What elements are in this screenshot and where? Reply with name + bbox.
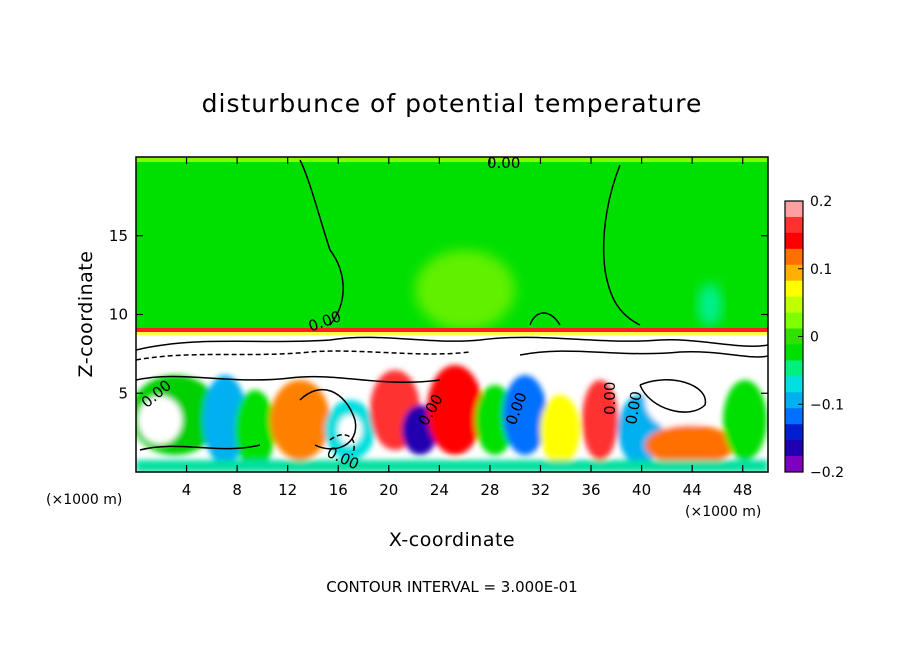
colorbar-tick-label: −0.1 (810, 397, 844, 413)
x-tick-label: 40 (632, 481, 651, 499)
x-tick-label: 8 (232, 481, 242, 499)
colorbar: 0.2 0.1 0 −0.1 −0.2 (784, 194, 844, 481)
x-tick-label: 24 (430, 481, 449, 499)
colorbar-swatch (785, 440, 803, 457)
y-axis-label: Z-coordinate (75, 251, 97, 378)
colorbar-swatch (785, 216, 803, 234)
x-axis: 4 8 12 16 20 24 28 32 36 40 44 48 (182, 157, 752, 499)
colorbar-swatch (785, 280, 803, 298)
field-turbulence (136, 365, 768, 472)
field-tropopause-band-2 (136, 332, 768, 335)
colorbar-swatch (785, 344, 803, 361)
colorbar-tick-label: 0 (810, 330, 819, 346)
x-unit-label-left: (×1000 m) (46, 492, 122, 508)
contour-label: 0.00 (487, 154, 520, 172)
chart-title: disturbunce of potential temperature (202, 89, 703, 118)
field-top-strip (136, 157, 768, 162)
field-cool-blob (698, 283, 722, 327)
colorbar-swatch (785, 376, 803, 393)
colorbar-swatch (785, 264, 803, 282)
x-tick-label: 20 (379, 481, 398, 499)
x-tick-label: 48 (733, 481, 752, 499)
contour-interval-note: CONTOUR INTERVAL = 3.000E-01 (326, 578, 577, 596)
x-unit-label-right: (×1000 m) (685, 504, 761, 520)
colorbar-swatch (785, 328, 803, 345)
colorbar-swatch (785, 360, 803, 377)
y-axis: 5 10 15 (109, 227, 768, 402)
contour-label: 0.00 (622, 390, 646, 426)
colorbar-tick-label: 0.1 (810, 262, 832, 278)
x-tick-label: 36 (581, 481, 600, 499)
colorbar-swatch (785, 248, 803, 266)
colorbar-swatch (785, 296, 803, 314)
colorbar-swatch (785, 312, 803, 330)
field-warm-blob (415, 250, 515, 330)
x-tick-label: 28 (480, 481, 499, 499)
plot-area: 0.00 0.00 0.00 0.00 0.00 0.00 0.00 0.00 (136, 154, 768, 472)
colorbar-swatch (785, 456, 803, 473)
colorbar-swatch (785, 408, 803, 425)
colorbar-swatch (785, 424, 803, 441)
x-tick-label: 44 (683, 481, 702, 499)
y-tick-label: 10 (109, 306, 128, 324)
field-tropopause-band (136, 328, 768, 332)
contour-lines (136, 159, 768, 456)
colorbar-swatch (785, 201, 803, 218)
x-tick-label: 12 (278, 481, 297, 499)
y-tick-label: 15 (109, 227, 128, 245)
colorbar-swatch (785, 232, 803, 250)
y-tick-label: 5 (118, 384, 128, 402)
x-tick-label: 16 (329, 481, 348, 499)
colorbar-tick-label: 0.2 (810, 194, 832, 210)
colorbar-swatch (785, 392, 803, 409)
x-axis-label: X-coordinate (389, 529, 515, 551)
x-tick-label: 4 (182, 481, 192, 499)
contour-label: 0.00 (601, 382, 619, 415)
colorbar-tick-label: −0.2 (810, 465, 844, 481)
x-tick-label: 32 (531, 481, 550, 499)
